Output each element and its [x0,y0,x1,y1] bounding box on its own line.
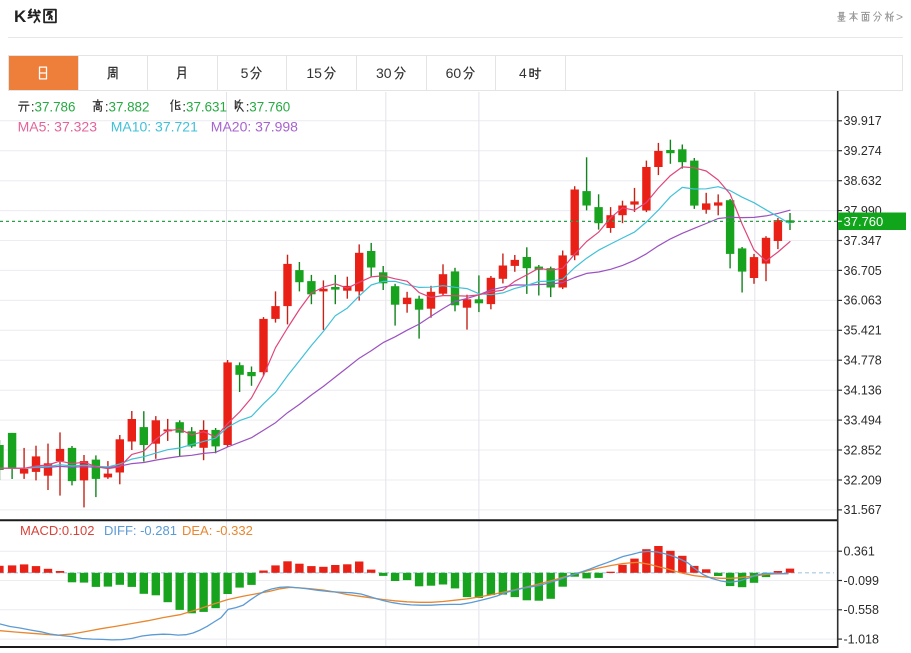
svg-text:32.209: 32.209 [844,473,882,487]
svg-text:DEA: -0.332: DEA: -0.332 [182,523,253,538]
svg-text:35.421: 35.421 [844,324,882,338]
svg-text::: : [246,98,250,114]
svg-text:37.347: 37.347 [844,234,882,248]
svg-text:37.760: 37.760 [844,214,884,229]
svg-text::: : [182,98,186,114]
svg-text:39.274: 39.274 [844,144,882,158]
svg-text:34.136: 34.136 [844,384,882,398]
svg-text:33.494: 33.494 [844,413,882,427]
svg-text:31.567: 31.567 [844,503,882,517]
svg-text:MACD:0.102: MACD:0.102 [20,523,94,538]
svg-text:37.760: 37.760 [249,99,290,114]
svg-text:37.882: 37.882 [109,99,150,114]
svg-text:34.778: 34.778 [844,354,882,368]
svg-text:38.632: 38.632 [844,174,882,188]
svg-text::: : [31,98,35,114]
svg-text:0.361: 0.361 [844,545,875,559]
svg-text:-0.558: -0.558 [844,603,879,617]
svg-text:-1.018: -1.018 [844,632,879,646]
svg-text:36.063: 36.063 [844,294,882,308]
svg-text:32.852: 32.852 [844,443,882,457]
svg-text:37.786: 37.786 [35,99,76,114]
svg-text::: : [105,98,109,114]
svg-text:36.705: 36.705 [844,264,882,278]
svg-text:DIFF: -0.281: DIFF: -0.281 [104,523,177,538]
svg-text:-0.099: -0.099 [844,574,879,588]
svg-text:37.631: 37.631 [186,99,227,114]
svg-text:39.917: 39.917 [844,114,882,128]
